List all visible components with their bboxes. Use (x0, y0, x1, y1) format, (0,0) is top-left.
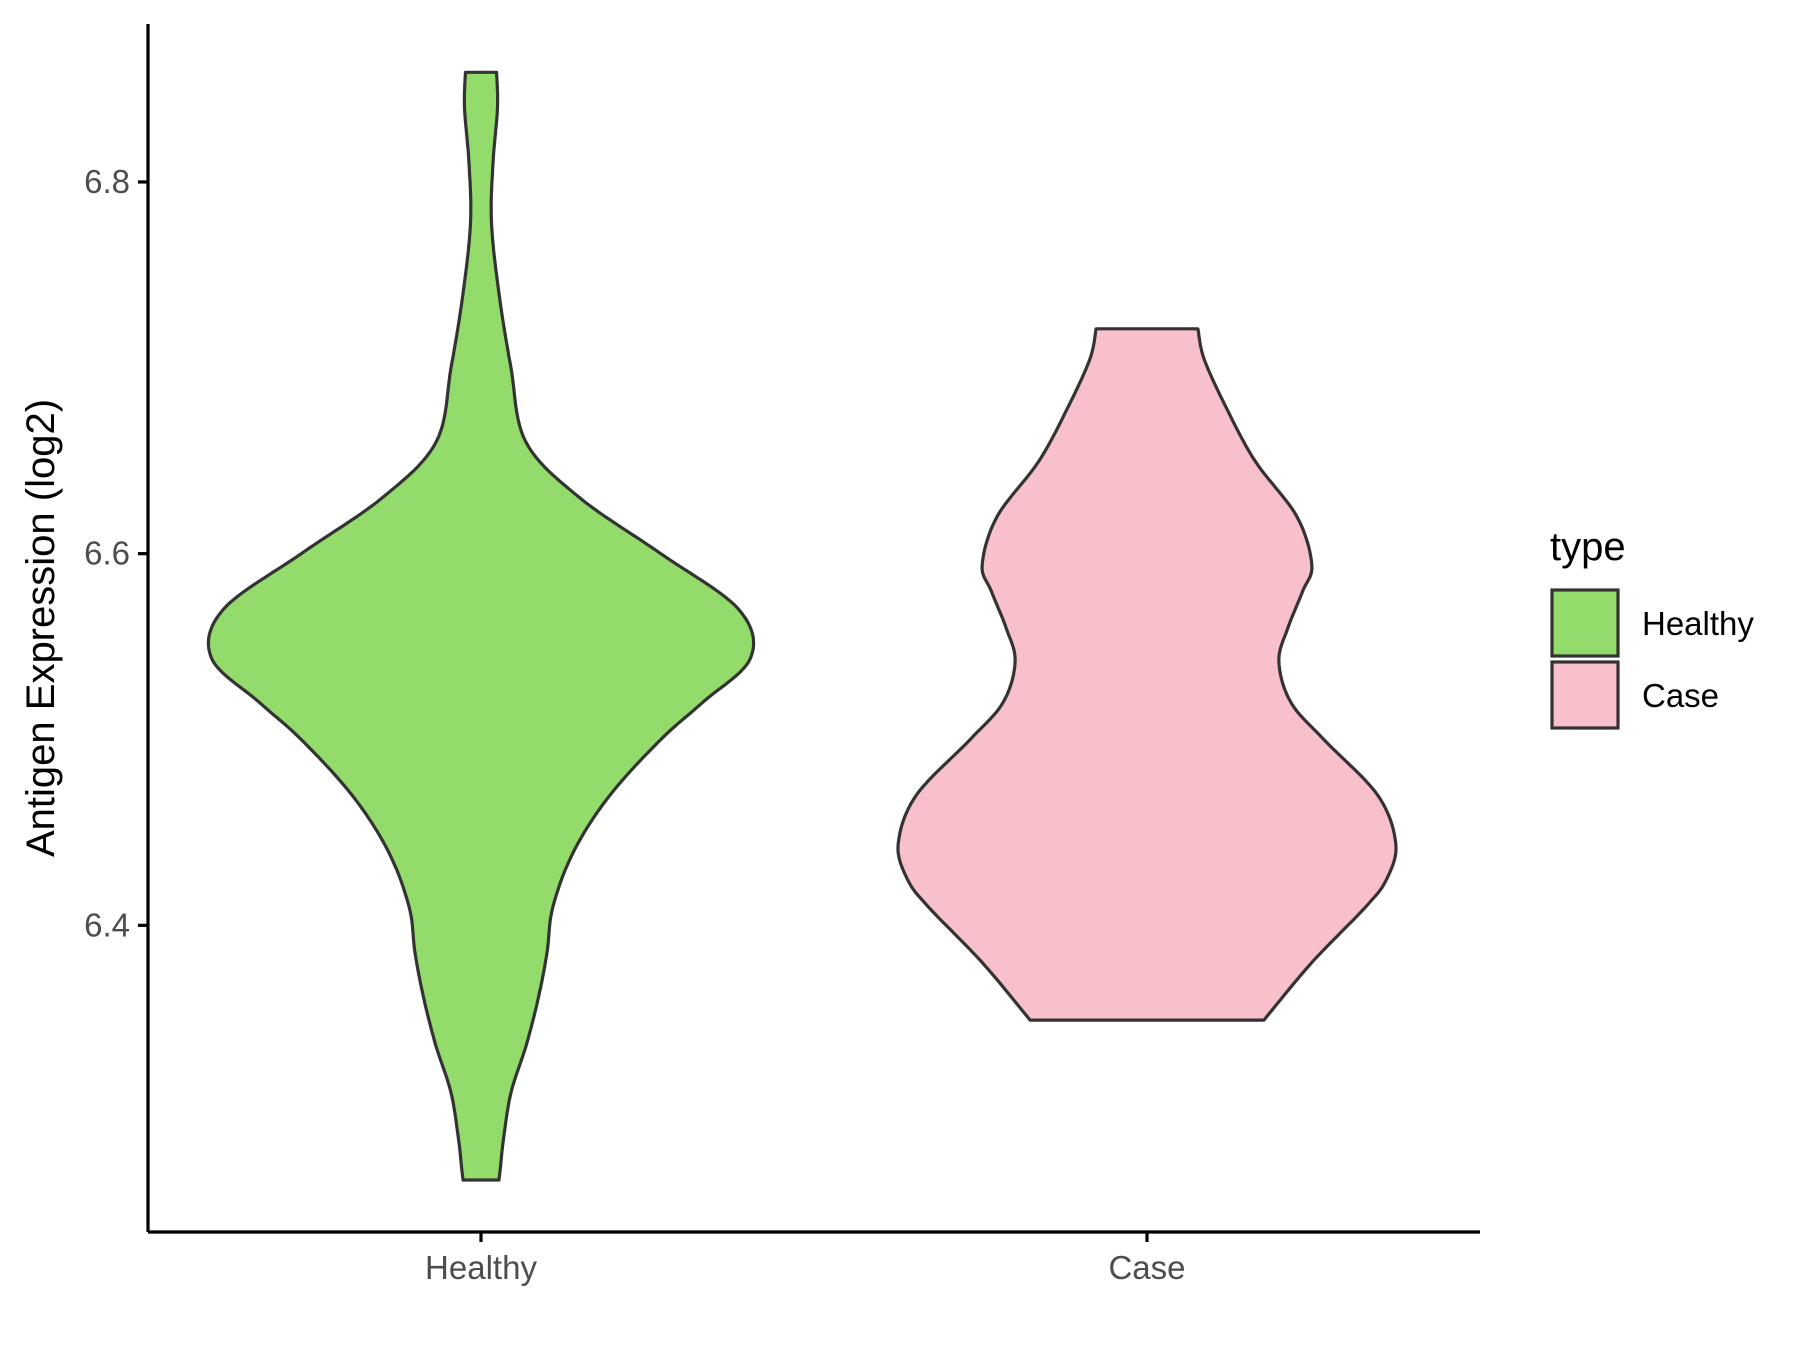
y-ticks-group: 6.4 6.6 6.8 (84, 163, 148, 943)
legend: type Healthy Case (1550, 525, 1754, 730)
y-tick-label: 6.4 (84, 906, 130, 943)
legend-key-healthy (1550, 588, 1620, 658)
violins-group (206, 70, 1398, 1182)
y-tick-label: 6.8 (84, 163, 130, 200)
x-tick-label: Healthy (425, 1249, 537, 1286)
violin-healthy (206, 70, 756, 1182)
axes-group (146, 24, 1480, 1234)
legend-title: type (1550, 525, 1626, 569)
legend-label-healthy: Healthy (1642, 605, 1754, 642)
legend-key-case (1550, 660, 1620, 730)
legend-label-case: Case (1642, 677, 1719, 714)
x-ticks-group: Healthy Case (425, 1232, 1186, 1286)
x-tick-label: Case (1108, 1249, 1185, 1286)
violin-case (896, 327, 1398, 1022)
y-tick-label: 6.6 (84, 535, 130, 572)
y-axis-title: Antigen Expression (log2) (19, 399, 63, 857)
